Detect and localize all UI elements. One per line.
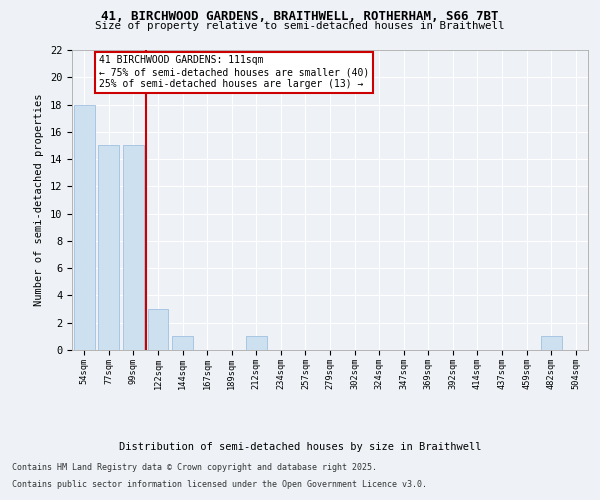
Text: Contains HM Land Registry data © Crown copyright and database right 2025.: Contains HM Land Registry data © Crown c…	[12, 464, 377, 472]
Text: Distribution of semi-detached houses by size in Braithwell: Distribution of semi-detached houses by …	[119, 442, 481, 452]
Bar	[74, 104, 95, 350]
Bar	[98, 146, 119, 350]
Text: 41, BIRCHWOOD GARDENS, BRAITHWELL, ROTHERHAM, S66 7BT: 41, BIRCHWOOD GARDENS, BRAITHWELL, ROTHE…	[101, 10, 499, 23]
Bar	[541, 336, 562, 350]
Bar	[148, 309, 169, 350]
Y-axis label: Number of semi-detached properties: Number of semi-detached properties	[34, 94, 44, 306]
Bar	[172, 336, 193, 350]
Text: Contains public sector information licensed under the Open Government Licence v3: Contains public sector information licen…	[12, 480, 427, 489]
Text: Size of property relative to semi-detached houses in Braithwell: Size of property relative to semi-detach…	[95, 21, 505, 31]
Text: 41 BIRCHWOOD GARDENS: 111sqm
← 75% of semi-detached houses are smaller (40)
25% : 41 BIRCHWOOD GARDENS: 111sqm ← 75% of se…	[98, 56, 369, 88]
Bar	[123, 146, 144, 350]
Bar	[246, 336, 267, 350]
